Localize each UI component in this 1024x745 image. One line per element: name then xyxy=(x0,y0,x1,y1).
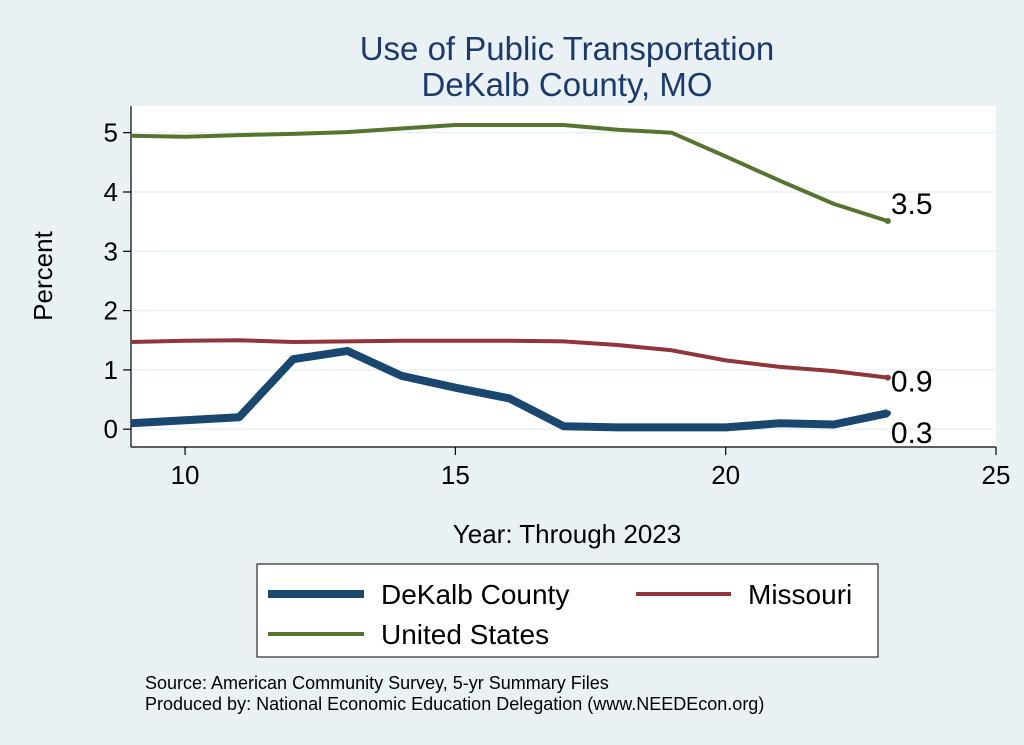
y-axis-ticks: 0 1 2 3 4 5 xyxy=(104,118,131,444)
end-label-dekalb-county: 0.3 xyxy=(891,417,933,450)
chart-title-line-1: Use of Public Transportation xyxy=(360,30,775,67)
y-tick-label-1: 1 xyxy=(104,355,118,385)
end-labels: 0.3 0.9 3.5 xyxy=(891,188,933,450)
series-end-point-dekalb-county xyxy=(884,410,891,417)
y-tick-label-2: 2 xyxy=(104,296,118,326)
gridlines xyxy=(131,131,996,430)
legend-label-dekalb-county: DeKalb County xyxy=(381,579,569,610)
series-line-missouri xyxy=(130,338,889,380)
x-tick-label-10: 10 xyxy=(171,460,200,490)
series-end-point-united-states xyxy=(884,218,891,225)
y-tick-label-5: 5 xyxy=(104,118,118,148)
y-tick-label-3: 3 xyxy=(104,236,118,266)
end-label-united-states: 3.5 xyxy=(891,188,933,221)
plot-area xyxy=(131,106,996,447)
axes xyxy=(130,106,996,448)
y-axis-title: Percent xyxy=(28,230,58,320)
legend-label-missouri: Missouri xyxy=(748,579,852,610)
legend-box xyxy=(256,563,879,658)
source-note: Source: American Community Survey, 5-yr … xyxy=(145,673,609,693)
y-tick-label-0: 0 xyxy=(104,414,118,444)
series-line-dekalb-county xyxy=(130,346,889,432)
series-line-united-states xyxy=(130,123,889,224)
y-tick-label-4: 4 xyxy=(104,177,118,207)
x-tick-label-25: 25 xyxy=(982,460,1011,490)
series-lines xyxy=(130,123,891,432)
legend-label-united-states: United States xyxy=(381,619,549,650)
x-axis-ticks: 10 15 20 25 xyxy=(171,447,1011,490)
legend: DeKalb County Missouri United States xyxy=(256,563,879,658)
x-axis-title: Year: Through 2023 xyxy=(453,519,681,549)
end-label-missouri: 0.9 xyxy=(891,366,933,399)
series-end-point-missouri xyxy=(884,374,891,381)
chart-title-line-2: DeKalb County, MO xyxy=(421,66,712,103)
x-tick-label-20: 20 xyxy=(711,460,740,490)
produced-by-note: Produced by: National Economic Education… xyxy=(145,694,764,714)
x-tick-label-15: 15 xyxy=(441,460,470,490)
